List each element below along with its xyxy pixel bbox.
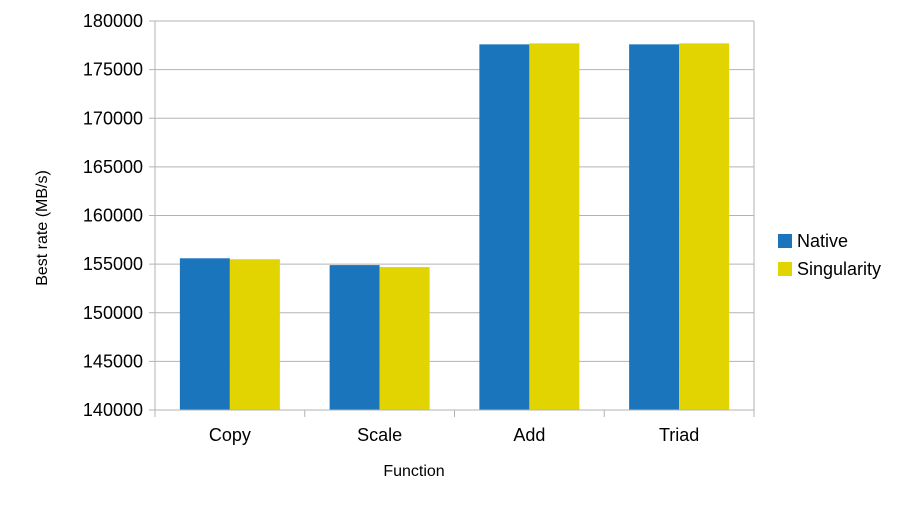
x-tick-label: Triad <box>659 425 699 445</box>
bar-native-add <box>479 44 530 411</box>
bar-native-triad <box>629 44 680 411</box>
legend-label-native: Native <box>797 231 848 251</box>
x-tick-labels: Copy Scale Add Triad <box>209 425 699 445</box>
y-tick-labels: 140000 145000 150000 155000 160000 165000 1700… <box>83 11 143 420</box>
y-tick-label: 175000 <box>83 60 143 80</box>
y-tick-label: 155000 <box>83 254 143 274</box>
bar-singularity-scale <box>379 267 430 410</box>
y-tick-label: 165000 <box>83 157 143 177</box>
legend-swatch-native <box>778 234 792 248</box>
bar-singularity-copy <box>229 259 280 410</box>
axes <box>154 21 755 417</box>
bars <box>179 43 730 411</box>
bar-native-copy <box>179 258 230 410</box>
legend: Native Singularity <box>778 231 881 279</box>
y-axis-title: Best rate (MB/s) <box>34 170 51 286</box>
x-tick-label: Scale <box>357 425 402 445</box>
x-axis-title: Function <box>383 463 444 480</box>
y-tick-label: 145000 <box>83 351 143 371</box>
y-tick-label: 180000 <box>83 11 143 31</box>
legend-swatch-singularity <box>778 262 792 276</box>
bar-singularity-add <box>529 43 580 411</box>
y-tick-label: 160000 <box>83 206 143 226</box>
bar-native-scale <box>329 265 380 410</box>
x-tick-label: Copy <box>209 425 251 445</box>
x-tick-label: Add <box>513 425 545 445</box>
legend-label-singularity: Singularity <box>797 259 881 279</box>
y-tick-label: 170000 <box>83 108 143 128</box>
y-tick-label: 150000 <box>83 303 143 323</box>
bar-singularity-triad <box>679 43 730 411</box>
y-tick-label: 140000 <box>83 400 143 420</box>
